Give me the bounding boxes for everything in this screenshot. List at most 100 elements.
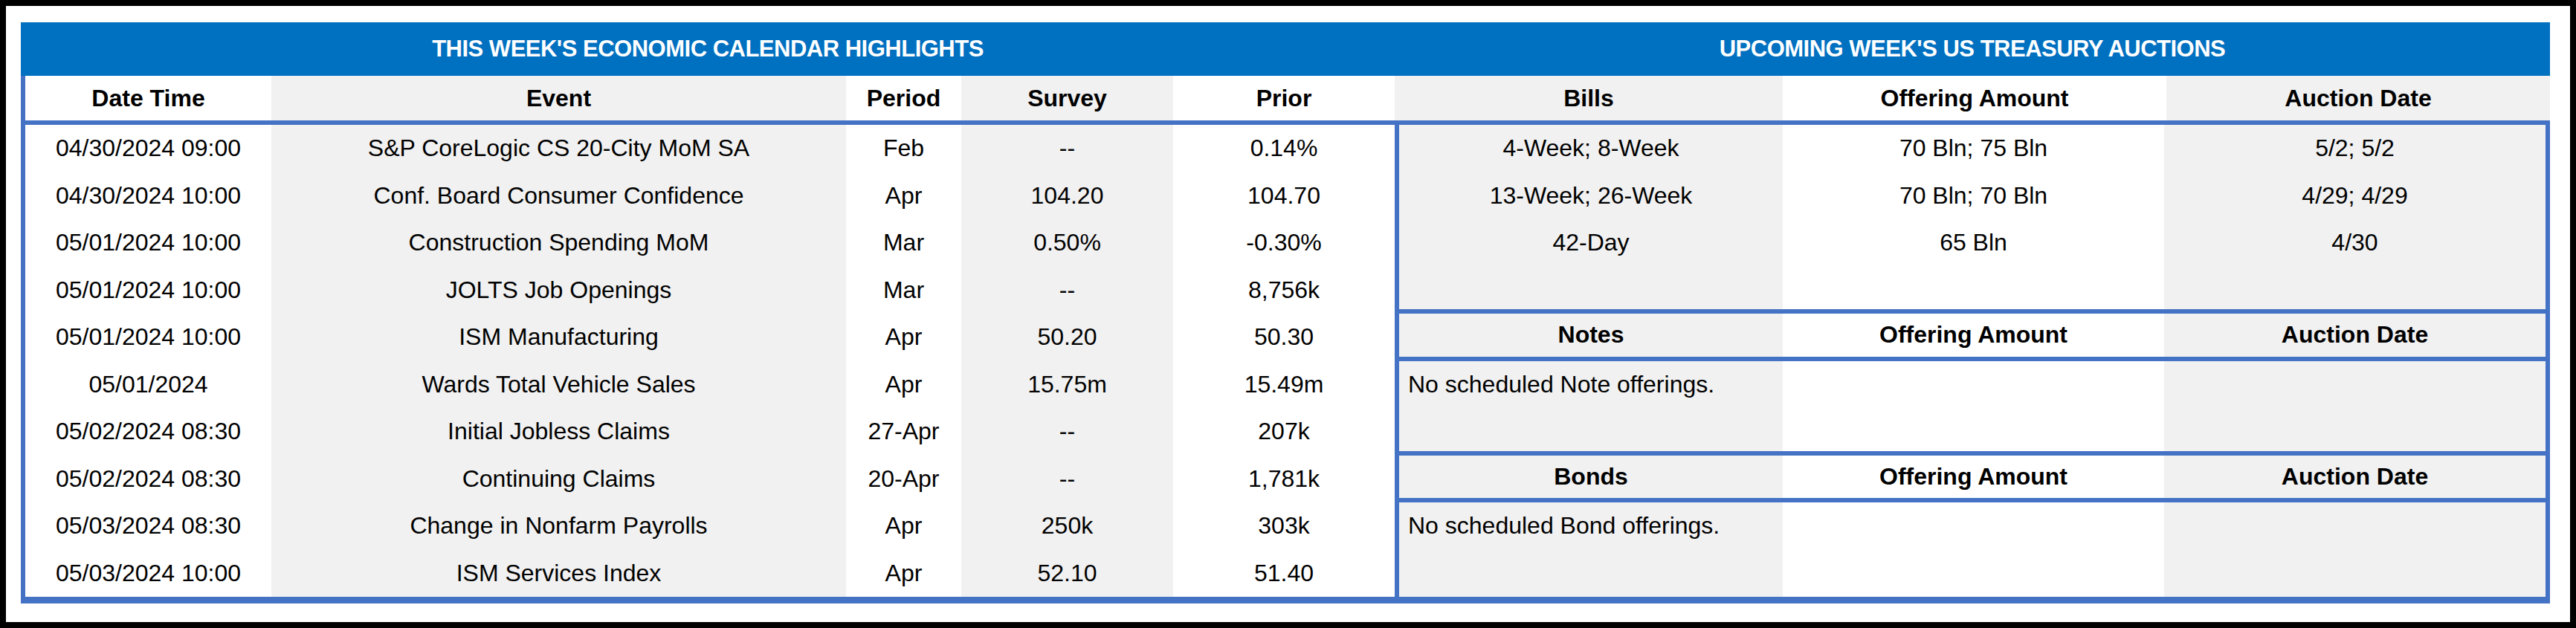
- notes-header-row: Notes Offering Amount Auction Date: [1399, 314, 2546, 361]
- notes-message-cell: No scheduled Note offerings.: [1399, 361, 1783, 451]
- cell-date-time: 05/01/2024 10:00: [25, 314, 271, 361]
- cell-period: Apr: [846, 172, 961, 220]
- cell-date-time: 04/30/2024 10:00: [25, 172, 271, 220]
- auctions-title: UPCOMING WEEK'S US TREASURY AUCTIONS: [1395, 22, 2550, 76]
- cell-bill: 42-Day: [1399, 219, 1783, 267]
- cell-period: Apr: [846, 314, 961, 361]
- cell-period: Mar: [846, 219, 961, 267]
- cell-event: S&P CoreLogic CS 20-City MoM SA: [271, 125, 846, 172]
- col-header-offering-amount: Offering Amount: [1783, 76, 2166, 120]
- cell-prior: 0.14%: [1173, 125, 1395, 172]
- cell-survey: --: [961, 267, 1173, 314]
- bills-auction-date-column: 5/2; 5/2 4/29; 4/29 4/30: [2164, 125, 2546, 309]
- cell-prior: 207k: [1173, 408, 1395, 456]
- date-time-column: 04/30/2024 09:00 04/30/2024 10:00 05/01/…: [25, 125, 271, 597]
- col-header-notes: Notes: [1399, 314, 1783, 357]
- cell-prior: 303k: [1173, 502, 1395, 550]
- cell-bill: 4-Week; 8-Week: [1399, 125, 1783, 172]
- col-header-offering-amount: Offering Amount: [1783, 314, 2164, 357]
- cell-auction-date: 5/2; 5/2: [2164, 125, 2546, 172]
- cell-survey: 104.20: [961, 172, 1173, 220]
- cell-date-time: 05/02/2024 08:30: [25, 456, 271, 503]
- period-column: Feb Apr Mar Mar Apr Apr 27-Apr 20-Apr Ap…: [846, 125, 961, 597]
- col-header-auction-date: Auction Date: [2164, 314, 2546, 357]
- title-bar: THIS WEEK'S ECONOMIC CALENDAR HIGHLIGHTS…: [21, 22, 2550, 76]
- cell-date-time: 05/01/2024 10:00: [25, 267, 271, 314]
- empty-cell: [2164, 361, 2546, 451]
- cell-period: Apr: [846, 502, 961, 550]
- cell-period: Mar: [846, 267, 961, 314]
- bonds-message: No scheduled Bond offerings.: [1399, 502, 1783, 540]
- cell-prior: -0.30%: [1173, 219, 1395, 267]
- notes-content-row: No scheduled Note offerings.: [1399, 361, 2546, 456]
- treasury-auctions-table: 4-Week; 8-Week 13-Week; 26-Week 42-Day 7…: [1395, 125, 2550, 597]
- col-header-period: Period: [846, 76, 961, 120]
- col-header-prior: Prior: [1173, 76, 1395, 120]
- cell-survey: 52.10: [961, 550, 1173, 598]
- cell-event: ISM Manufacturing: [271, 314, 846, 361]
- cell-survey: 0.50%: [961, 219, 1173, 267]
- empty-cell: [1783, 361, 2164, 451]
- cell-event: JOLTS Job Openings: [271, 267, 846, 314]
- col-header-event: Event: [271, 76, 846, 120]
- cell-period: 27-Apr: [846, 408, 961, 456]
- cell-bill: 13-Week; 26-Week: [1399, 172, 1783, 220]
- cell-event: Construction Spending MoM: [271, 219, 846, 267]
- cell-period: Feb: [846, 125, 961, 172]
- cell-period: Apr: [846, 361, 961, 409]
- cell-date-time: 05/01/2024 10:00: [25, 219, 271, 267]
- cell-period: Apr: [846, 550, 961, 598]
- report-sheet: THIS WEEK'S ECONOMIC CALENDAR HIGHLIGHTS…: [21, 22, 2550, 603]
- cell-prior: 8,756k: [1173, 267, 1395, 314]
- economic-calendar-table: 04/30/2024 09:00 04/30/2024 10:00 05/01/…: [21, 125, 1395, 597]
- col-header-survey: Survey: [961, 76, 1173, 120]
- cell-event: Conf. Board Consumer Confidence: [271, 172, 846, 220]
- bottom-rule: [21, 597, 2550, 603]
- survey-column: -- 104.20 0.50% -- 50.20 15.75m -- -- 25…: [961, 125, 1173, 597]
- event-column: S&P CoreLogic CS 20-City MoM SA Conf. Bo…: [271, 125, 846, 597]
- cell-survey: 250k: [961, 502, 1173, 550]
- empty-cell: [2164, 502, 2546, 597]
- cell-period: 20-Apr: [846, 456, 961, 503]
- cell-event: Change in Nonfarm Payrolls: [271, 502, 846, 550]
- cell-date-time: 05/02/2024 08:30: [25, 408, 271, 456]
- cell-prior: 50.30: [1173, 314, 1395, 361]
- cell-offering-amount: 70 Bln; 75 Bln: [1783, 125, 2164, 172]
- col-header-offering-amount: Offering Amount: [1783, 456, 2164, 499]
- col-header-date-time: Date Time: [25, 76, 271, 120]
- table-body: 04/30/2024 09:00 04/30/2024 10:00 05/01/…: [21, 125, 2550, 597]
- cell-prior: 51.40: [1173, 550, 1395, 598]
- col-header-bills: Bills: [1395, 76, 1783, 120]
- cell-event: ISM Services Index: [271, 550, 846, 598]
- cell-date-time: 05/01/2024: [25, 361, 271, 409]
- cell-survey: --: [961, 125, 1173, 172]
- cell-survey: --: [961, 408, 1173, 456]
- bonds-header-row: Bonds Offering Amount Auction Date: [1399, 456, 2546, 503]
- cell-prior: 15.49m: [1173, 361, 1395, 409]
- cell-prior: 104.70: [1173, 172, 1395, 220]
- col-header-auction-date: Auction Date: [2164, 456, 2546, 499]
- cell-date-time: 04/30/2024 09:00: [25, 125, 271, 172]
- col-header-bonds: Bonds: [1399, 456, 1783, 499]
- cell-prior: 1,781k: [1173, 456, 1395, 503]
- bonds-message-cell: No scheduled Bond offerings.: [1399, 502, 1783, 597]
- empty-cell: [1783, 502, 2164, 597]
- prior-column: 0.14% 104.70 -0.30% 8,756k 50.30 15.49m …: [1173, 125, 1395, 597]
- calendar-title: THIS WEEK'S ECONOMIC CALENDAR HIGHLIGHTS: [21, 22, 1395, 76]
- column-header-row: Date Time Event Period Survey Prior Bill…: [21, 76, 2550, 120]
- cell-auction-date: 4/29; 4/29: [2164, 172, 2546, 220]
- bills-column: 4-Week; 8-Week 13-Week; 26-Week 42-Day: [1399, 125, 1783, 309]
- report-frame: THIS WEEK'S ECONOMIC CALENDAR HIGHLIGHTS…: [0, 0, 2576, 628]
- cell-survey: 50.20: [961, 314, 1173, 361]
- cell-auction-date: 4/30: [2164, 219, 2546, 267]
- cell-event: Continuing Claims: [271, 456, 846, 503]
- cell-survey: --: [961, 456, 1173, 503]
- cell-offering-amount: 65 Bln: [1783, 219, 2164, 267]
- cell-offering-amount: 70 Bln; 70 Bln: [1783, 172, 2164, 220]
- bills-section: 4-Week; 8-Week 13-Week; 26-Week 42-Day 7…: [1399, 125, 2546, 314]
- bonds-content-row: No scheduled Bond offerings.: [1399, 502, 2546, 597]
- cell-date-time: 05/03/2024 08:30: [25, 502, 271, 550]
- cell-event: Initial Jobless Claims: [271, 408, 846, 456]
- bills-offering-amount-column: 70 Bln; 75 Bln 70 Bln; 70 Bln 65 Bln: [1783, 125, 2164, 309]
- col-header-auction-date: Auction Date: [2166, 76, 2550, 120]
